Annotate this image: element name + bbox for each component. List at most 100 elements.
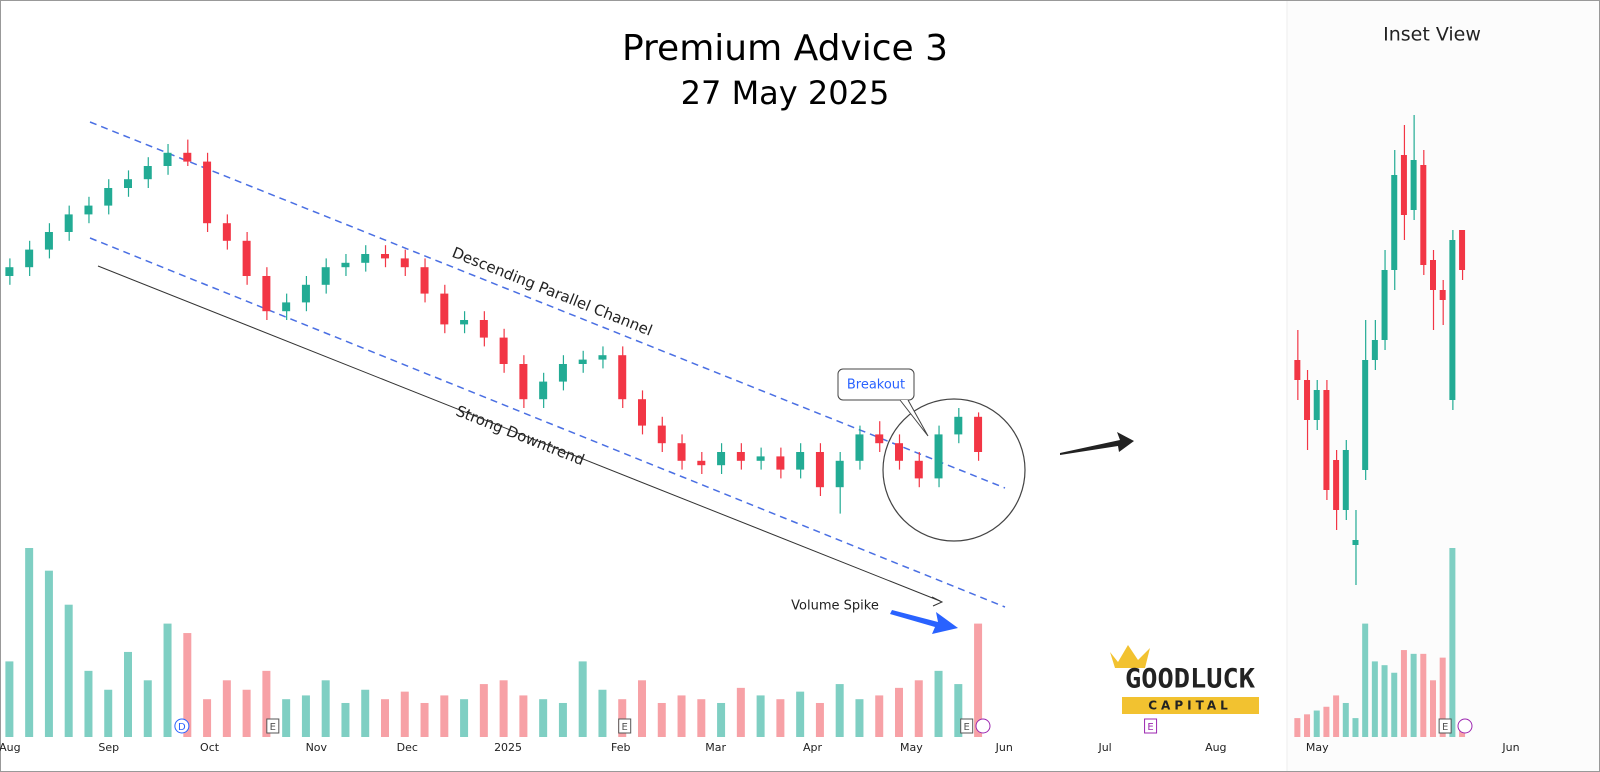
candle-body xyxy=(677,443,686,461)
x-tick-label: Nov xyxy=(306,741,328,754)
volume-bar xyxy=(321,680,330,737)
x-tick-label: Dec xyxy=(397,741,418,754)
volume-bar xyxy=(420,702,429,737)
volume-bar xyxy=(400,691,409,737)
volume-bar xyxy=(736,687,745,737)
candle-body xyxy=(598,355,607,360)
event-marker xyxy=(1438,718,1452,734)
volume-bar xyxy=(262,670,271,737)
candle-body xyxy=(1352,540,1359,545)
volume-bar xyxy=(1352,718,1359,737)
candle-body xyxy=(934,434,943,479)
candle-body xyxy=(558,364,567,382)
candle-body xyxy=(1439,290,1446,300)
x-tick-label: Feb xyxy=(611,741,630,754)
candle-body xyxy=(1400,155,1407,215)
candles-main: Aug Sep Oct Nov Dec 2025 Feb Mar Apr May Jun Jul Aug… xyxy=(0,139,1227,754)
candle-body xyxy=(657,425,666,444)
candle-body xyxy=(796,452,805,470)
candle-body xyxy=(1449,240,1456,400)
candle-body xyxy=(855,434,864,461)
x-tick-label: Oct xyxy=(200,741,220,754)
candle-body xyxy=(203,161,212,224)
candle-body xyxy=(578,359,587,364)
volume-label: Volume Spike xyxy=(791,599,879,614)
volume-bar xyxy=(717,702,726,737)
volume-bar xyxy=(163,623,172,737)
logo-name: GOODLUCK xyxy=(1125,664,1256,695)
x-tick-label: Sep xyxy=(98,741,119,754)
candle-body xyxy=(420,267,429,294)
volume-bar xyxy=(578,661,587,737)
event-label: E xyxy=(1442,722,1448,733)
volume-bar xyxy=(1410,653,1417,737)
candle-body xyxy=(1313,390,1320,420)
volume-bar xyxy=(1449,548,1456,737)
volume-bar xyxy=(460,699,469,737)
candle-body xyxy=(124,179,132,188)
x-tick-label: Mar xyxy=(705,741,726,754)
candle-body xyxy=(479,320,488,338)
volume-bar xyxy=(796,691,805,737)
inset-title: Inset View xyxy=(1383,24,1481,46)
candle-body xyxy=(1420,165,1427,265)
volume-bar xyxy=(1420,653,1427,737)
volume-bar xyxy=(479,684,488,737)
candle-body xyxy=(914,460,923,479)
candle-body xyxy=(756,456,765,461)
candle-body xyxy=(183,152,192,162)
event-label: E xyxy=(964,722,970,733)
event-marker xyxy=(1144,718,1158,734)
volume-bar xyxy=(855,699,864,737)
volume-bar xyxy=(815,702,824,737)
candle-body xyxy=(381,254,389,259)
candle-body xyxy=(301,284,310,303)
volume-bar xyxy=(756,695,765,737)
volume-bar xyxy=(519,695,528,737)
candle-body xyxy=(815,452,824,488)
volume-bar xyxy=(974,623,983,737)
candle-body xyxy=(1391,175,1398,270)
lightning-icon xyxy=(1457,718,1473,734)
candle-body xyxy=(1333,460,1340,510)
candle-body xyxy=(895,443,903,461)
volume-bar xyxy=(558,702,567,737)
candle-body xyxy=(84,205,93,215)
candle-body xyxy=(163,152,172,166)
volume-bar xyxy=(242,689,251,737)
volume-bar xyxy=(341,702,350,737)
candle-body xyxy=(618,355,627,400)
event-label: E xyxy=(270,722,276,733)
candle-body xyxy=(5,267,14,276)
volume-bar xyxy=(1323,706,1330,737)
candle-body xyxy=(400,258,409,268)
volume-bar xyxy=(598,689,607,737)
volume-bar xyxy=(1391,672,1398,737)
event-marker xyxy=(618,718,632,734)
volume-bar xyxy=(104,689,113,737)
inset-panel xyxy=(1287,1,1599,771)
candle-body xyxy=(519,364,528,400)
event-marker xyxy=(266,718,280,734)
candle-body xyxy=(1304,380,1311,420)
volume-bar xyxy=(64,604,73,737)
volume-bar xyxy=(914,680,923,737)
x-tick-label: May xyxy=(1306,741,1329,754)
volume-bar xyxy=(638,680,646,737)
volume-bar xyxy=(440,695,449,737)
volume-bar xyxy=(1381,665,1388,737)
trend-line xyxy=(97,265,941,602)
volume-bar xyxy=(84,670,93,737)
chart-subtitle: 27 May 2025 xyxy=(681,74,890,112)
lightning-icon xyxy=(975,718,991,734)
candle-body xyxy=(717,452,726,466)
volume-bar xyxy=(1333,695,1340,737)
volume-bar xyxy=(1371,661,1378,737)
volume-bar xyxy=(697,699,706,737)
breakout-circle xyxy=(882,398,1026,542)
candle-body xyxy=(242,240,251,276)
volume-bar xyxy=(361,689,370,737)
volume-bar xyxy=(875,695,884,737)
candle-body xyxy=(1381,270,1388,340)
